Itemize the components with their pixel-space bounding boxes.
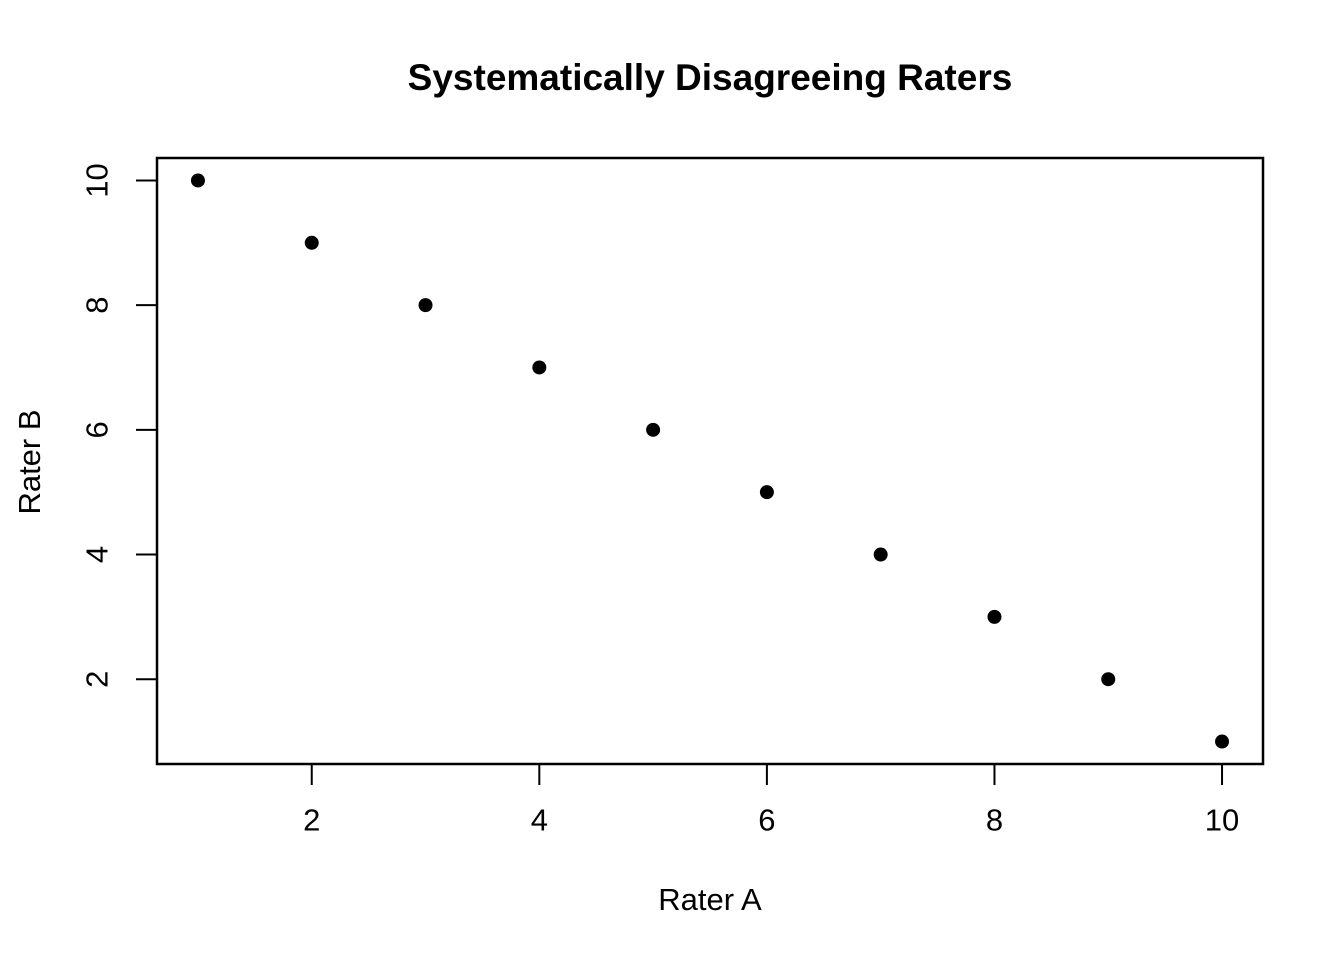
data-point: [190, 173, 205, 188]
y-axis-tick-label: 8: [80, 297, 115, 314]
data-point: [1101, 672, 1116, 687]
y-axis-label: Rater B: [12, 409, 47, 515]
data-point: [987, 609, 1002, 624]
y-axis-tick-label: 6: [80, 421, 115, 438]
data-point: [646, 422, 661, 437]
data-point: [532, 360, 547, 375]
plot-box: [155, 156, 1265, 766]
x-axis-tick-label: 8: [986, 803, 1003, 838]
data-point: [1215, 734, 1230, 749]
x-axis-label: Rater A: [658, 882, 762, 917]
x-axis-tick-label: 6: [758, 803, 775, 838]
x-axis-tick-label: 4: [531, 803, 548, 838]
data-point: [418, 298, 433, 313]
x-axis-tick-label: 2: [303, 803, 320, 838]
y-axis-tick-label: 2: [80, 671, 115, 688]
plot-title: Systematically Disagreeing Raters: [407, 57, 1013, 98]
data-point: [759, 485, 774, 500]
x-axis-tick-label: 10: [1205, 803, 1239, 838]
y-axis-tick-label: 10: [80, 163, 115, 197]
data-point: [873, 547, 888, 562]
data-point: [304, 235, 319, 250]
y-axis-tick-label: 4: [80, 546, 115, 563]
